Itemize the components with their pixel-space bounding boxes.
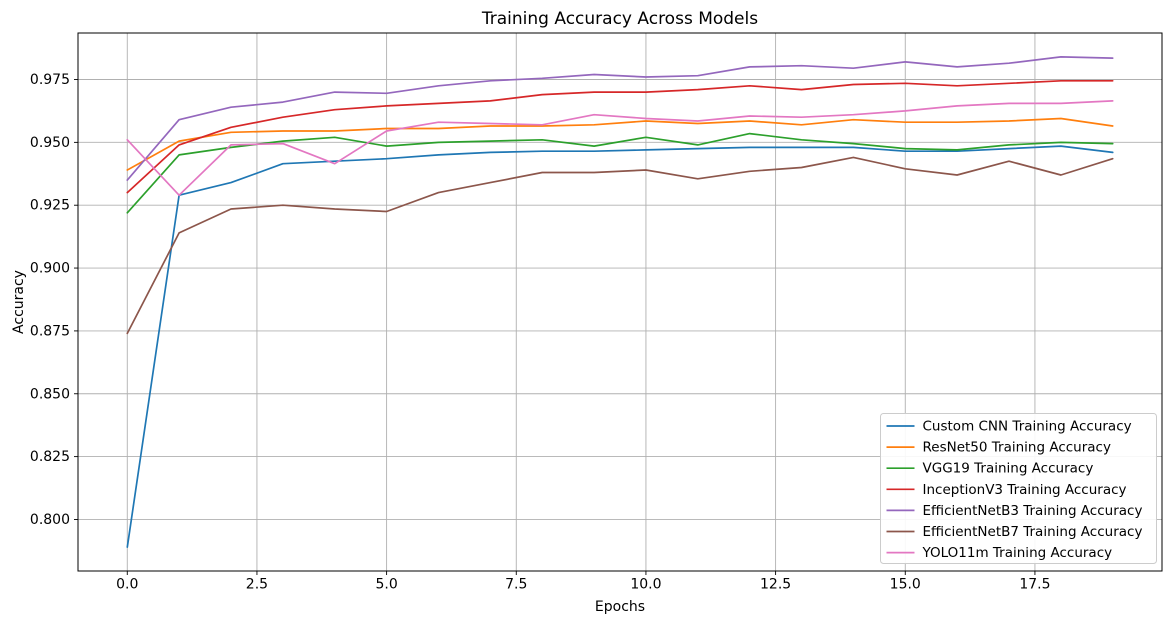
x-tick-label: 7.5 bbox=[505, 577, 527, 593]
y-tick-label: 0.875 bbox=[30, 323, 70, 339]
legend-entry: VGG19 Training Accuracy bbox=[886, 461, 1094, 477]
legend-entry-label: VGG19 Training Accuracy bbox=[923, 461, 1094, 477]
ticks-layer: 0.800 0.825 0.850 0.875 0.900 0.925 0.950 0.975… bbox=[30, 72, 1051, 592]
legend-entry: Custom CNN Training Accuracy bbox=[886, 419, 1132, 435]
x-tick-label: 10.0 bbox=[630, 577, 661, 593]
legend-entry: EfficientNetB3 Training Accuracy bbox=[886, 503, 1143, 519]
y-tick-label: 0.800 bbox=[30, 512, 70, 528]
legend-entry-label: EfficientNetB7 Training Accuracy bbox=[923, 524, 1143, 540]
y-tick-label: 0.825 bbox=[30, 449, 70, 465]
legend-entry-label: EfficientNetB3 Training Accuracy bbox=[923, 503, 1143, 519]
series-layer bbox=[126, 56, 1114, 548]
legend-entry: EfficientNetB7 Training Accuracy bbox=[886, 524, 1143, 540]
legend-entry: YOLO11m Training Accuracy bbox=[886, 545, 1113, 561]
x-axis-label: Epochs bbox=[595, 599, 645, 615]
legend: Custom CNN Training Accuracy ResNet50 Tra… bbox=[880, 413, 1157, 564]
chart-title: Training Accuracy Across Models bbox=[481, 9, 758, 29]
legend-entry-label: ResNet50 Training Accuracy bbox=[923, 440, 1111, 456]
legend-entry-label: YOLO11m Training Accuracy bbox=[922, 545, 1113, 561]
y-tick-label: 0.950 bbox=[30, 135, 70, 151]
x-tick-label: 17.5 bbox=[1019, 577, 1050, 593]
y-tick-label: 0.850 bbox=[30, 386, 70, 402]
x-tick-label: 0.0 bbox=[116, 577, 138, 593]
series-line-inceptionv3 bbox=[126, 79, 1114, 194]
series-line-yolo11m bbox=[126, 100, 1114, 197]
legend-entry-label: InceptionV3 Training Accuracy bbox=[923, 482, 1127, 498]
series-line-efficientnetb3 bbox=[126, 56, 1114, 181]
y-tick-label: 0.925 bbox=[30, 198, 70, 214]
legend-entry: ResNet50 Training Accuracy bbox=[886, 440, 1111, 456]
legend-entry: InceptionV3 Training Accuracy bbox=[886, 482, 1127, 498]
legend-box bbox=[880, 413, 1157, 564]
series-line-vgg19 bbox=[126, 132, 1114, 214]
y-tick-label: 0.975 bbox=[30, 72, 70, 88]
plot-border bbox=[77, 32, 1163, 572]
y-axis-label: Accuracy bbox=[11, 270, 27, 334]
x-tick-label: 15.0 bbox=[890, 577, 921, 593]
x-tick-label: 5.0 bbox=[375, 577, 397, 593]
legend-entry-label: Custom CNN Training Accuracy bbox=[923, 419, 1132, 435]
x-tick-label: 12.5 bbox=[760, 577, 791, 593]
series-line-custom-cnn bbox=[126, 145, 1114, 548]
series-line-resnet50 bbox=[126, 117, 1114, 171]
x-tick-label: 2.5 bbox=[246, 577, 268, 593]
y-tick-label: 0.900 bbox=[30, 261, 70, 277]
series-line-efficientnetb7 bbox=[126, 156, 1114, 335]
